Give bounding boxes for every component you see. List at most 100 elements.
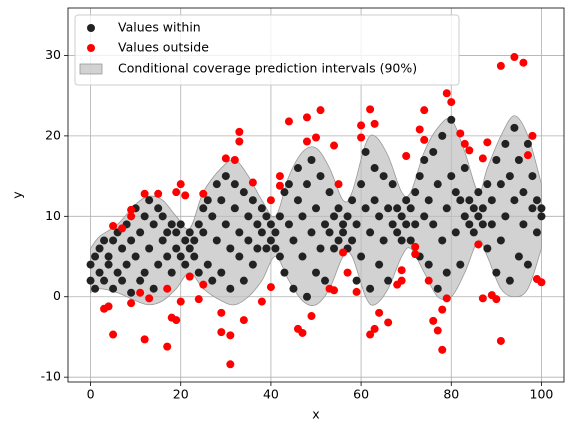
point <box>302 180 311 189</box>
y-tick-label: 0 <box>53 288 61 303</box>
point <box>402 151 411 160</box>
point <box>438 131 447 140</box>
point <box>433 180 442 189</box>
point <box>424 276 433 285</box>
point <box>149 284 158 293</box>
point <box>176 252 185 261</box>
point <box>496 236 505 245</box>
point <box>411 242 420 251</box>
point <box>275 252 284 261</box>
point <box>357 121 366 130</box>
point <box>334 204 343 213</box>
point <box>172 316 181 325</box>
point <box>492 295 501 304</box>
legend-box <box>74 14 460 86</box>
point <box>190 252 199 261</box>
point <box>271 244 280 253</box>
point <box>474 188 483 197</box>
point <box>86 276 95 285</box>
point <box>357 133 366 142</box>
point <box>487 220 496 229</box>
point <box>239 316 248 325</box>
point <box>537 278 546 287</box>
point <box>465 220 474 229</box>
point <box>433 326 442 335</box>
point <box>185 228 194 237</box>
point <box>145 244 154 253</box>
point <box>194 295 203 304</box>
point <box>528 131 537 140</box>
point <box>262 244 271 253</box>
point <box>145 196 154 205</box>
point <box>429 220 438 229</box>
point <box>158 236 167 245</box>
point <box>451 188 460 197</box>
point <box>95 244 104 253</box>
x-tick-label: 20 <box>173 387 189 402</box>
point <box>361 204 370 213</box>
point <box>532 196 541 205</box>
point <box>199 204 208 213</box>
point <box>397 236 406 245</box>
point <box>127 212 136 221</box>
point <box>176 220 185 229</box>
point <box>131 252 140 261</box>
point <box>109 330 118 339</box>
point <box>154 260 163 269</box>
point <box>293 164 302 173</box>
x-axis-label: x <box>312 407 319 422</box>
point <box>212 236 221 245</box>
point <box>257 297 266 306</box>
point <box>293 196 302 205</box>
point <box>487 196 496 205</box>
point <box>302 137 311 146</box>
point <box>185 244 194 253</box>
point <box>361 147 370 156</box>
point <box>501 139 510 148</box>
point <box>483 180 492 189</box>
point <box>275 172 284 181</box>
point <box>456 129 465 138</box>
point <box>307 156 316 165</box>
point <box>199 280 208 289</box>
point <box>330 286 339 295</box>
point <box>474 212 483 221</box>
point <box>469 228 478 237</box>
point <box>145 294 154 303</box>
point <box>113 268 122 277</box>
point <box>496 61 505 70</box>
point <box>284 180 293 189</box>
point <box>375 308 384 317</box>
point <box>275 212 284 221</box>
point <box>447 115 456 124</box>
point <box>226 244 235 253</box>
point <box>438 236 447 245</box>
point <box>235 127 244 136</box>
point <box>496 180 505 189</box>
point <box>442 294 451 303</box>
point <box>528 172 537 181</box>
point <box>523 139 532 148</box>
point <box>478 220 487 229</box>
point <box>230 180 239 189</box>
point <box>321 276 330 285</box>
point <box>447 98 456 107</box>
point <box>330 244 339 253</box>
legend-marker <box>87 24 95 32</box>
point <box>330 212 339 221</box>
point <box>424 260 433 269</box>
point <box>375 212 384 221</box>
legend-marker <box>87 44 95 52</box>
point <box>253 220 262 229</box>
point <box>149 220 158 229</box>
point <box>127 236 136 245</box>
point <box>226 331 235 340</box>
point <box>239 276 248 285</box>
point <box>312 268 320 277</box>
point <box>298 328 307 337</box>
point <box>514 252 523 261</box>
point <box>460 164 469 173</box>
point <box>483 244 492 253</box>
point <box>478 154 487 163</box>
point <box>316 244 325 253</box>
